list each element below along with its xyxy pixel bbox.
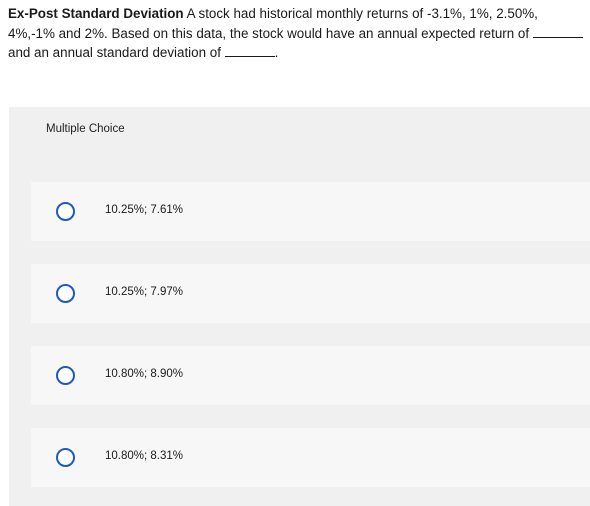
question-text-part1: A stock had historical monthly returns o… — [8, 6, 538, 41]
choice-option-1[interactable]: 10.25%; 7.61% — [31, 182, 590, 241]
choice-option-3[interactable]: 10.80%; 8.90% — [31, 346, 590, 405]
radio-button-icon[interactable] — [56, 284, 75, 303]
multiple-choice-panel: Multiple Choice 10.25%; 7.61% 10.25%; 7.… — [9, 107, 590, 506]
choice-label: 10.80%; 8.90% — [105, 368, 184, 380]
question-text-part2: and an annual standard deviation of — [8, 45, 225, 60]
choice-option-2[interactable]: 10.25%; 7.97% — [31, 264, 590, 323]
radio-button-icon[interactable] — [56, 366, 75, 385]
question-stem: Ex-Post Standard Deviation A stock had h… — [8, 4, 583, 63]
radio-button-icon[interactable] — [56, 448, 75, 467]
question-text-end: . — [274, 45, 279, 60]
choice-label: 10.80%; 8.31% — [105, 450, 184, 462]
question-title: Ex-Post Standard Deviation — [8, 6, 184, 21]
choice-label: 10.25%; 7.61% — [105, 204, 184, 216]
answer-blank-return — [532, 25, 583, 38]
multiple-choice-label: Multiple Choice — [46, 123, 125, 135]
radio-button-icon[interactable] — [56, 202, 75, 221]
answer-blank-std-dev — [224, 44, 275, 57]
choice-option-4[interactable]: 10.80%; 8.31% — [31, 428, 590, 487]
choice-label: 10.25%; 7.97% — [105, 286, 184, 298]
